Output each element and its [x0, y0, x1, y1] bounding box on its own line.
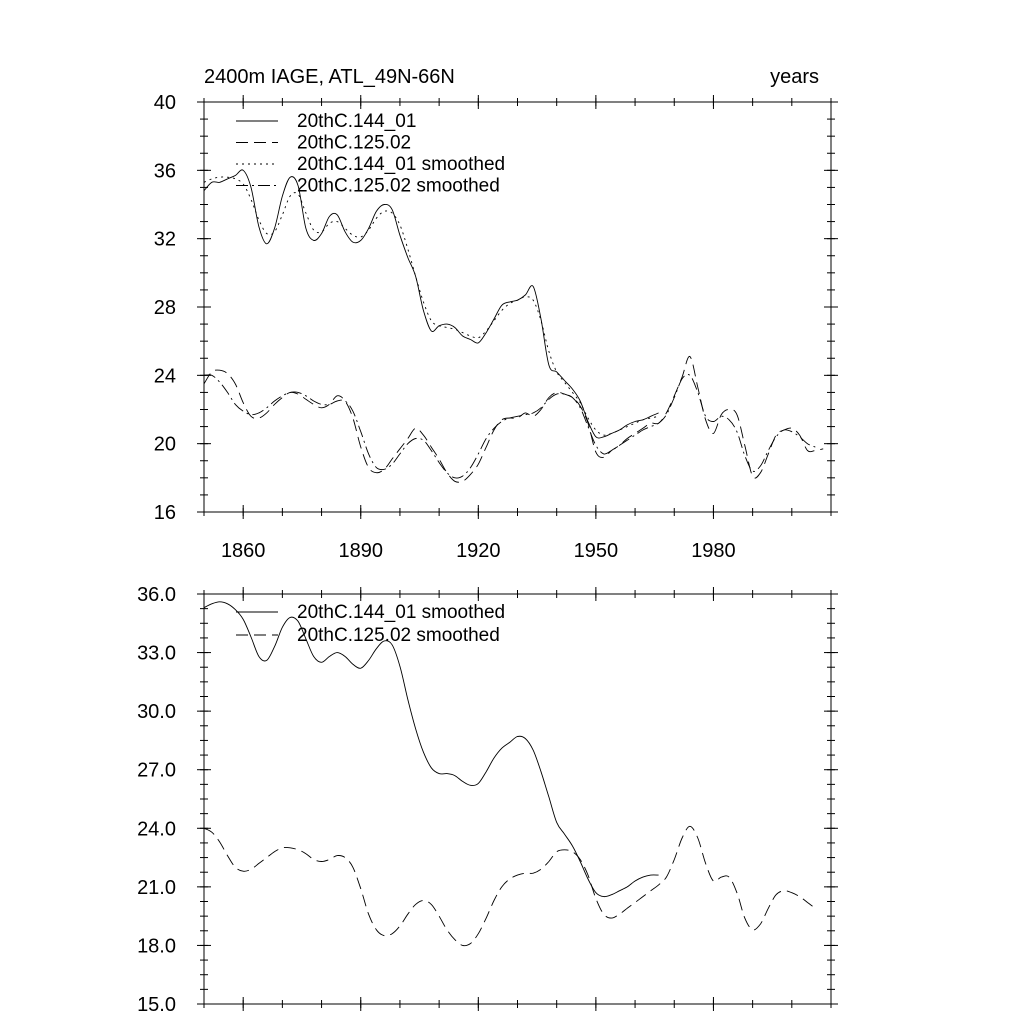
- x-tick-label: 1950: [574, 540, 619, 562]
- lower-chart-panel: 15.0 18.0 21.0 24.0 27.0 30.0 33.0 36.0 20thC.1…: [137, 584, 838, 1016]
- legend-label-4: 20thC.125.02 smoothed: [297, 176, 500, 197]
- series-line-4: [203, 373, 816, 479]
- legend-label-1: 20thC.144_01 smoothed: [297, 602, 505, 623]
- units-label: years: [770, 66, 819, 88]
- y-tick-label: 16: [154, 502, 176, 524]
- axis-ticks: 15.0 18.0 21.0 24.0 27.0 30.0 33.0 36.0: [137, 584, 838, 1016]
- y-tick-label: 36.0: [137, 584, 176, 606]
- y-tick-label: 30.0: [137, 701, 176, 723]
- y-tick-label: 15.0: [137, 994, 176, 1016]
- x-tick-label: 1860: [221, 540, 266, 562]
- series-line-1: [203, 601, 659, 898]
- y-tick-label: 28: [154, 297, 176, 319]
- plot-area-frame: [203, 593, 832, 1005]
- series-line-3: [203, 176, 659, 436]
- upper-chart-panel: 2400m IAGE, ATL_49N-66N years 16 20 24 28 32…: [154, 66, 838, 562]
- y-tick-label: 18.0: [137, 935, 176, 957]
- series-line-1: [203, 169, 659, 439]
- x-tick-label: 1980: [691, 540, 736, 562]
- legend-label-2: 20thC.125.02: [297, 133, 411, 154]
- x-tick-label: 1920: [456, 540, 501, 562]
- y-tick-label: 27.0: [137, 760, 176, 782]
- series-lines: [203, 601, 816, 947]
- y-tick-label: 21.0: [137, 877, 176, 899]
- y-tick-label: 33.0: [137, 643, 176, 665]
- axis-ticks: 16 20 24 28 32 36 40 1860 1890 1920 1950 1980: [154, 92, 838, 562]
- series-line-2: [203, 356, 824, 483]
- y-tick-label: 24.0: [137, 818, 176, 840]
- y-tick-label: 36: [154, 160, 176, 182]
- x-tick-label: 1890: [339, 540, 384, 562]
- y-tick-label: 32: [154, 229, 176, 251]
- chart-title: 2400m IAGE, ATL_49N-66N: [204, 66, 455, 88]
- y-tick-label: 40: [154, 92, 176, 114]
- y-tick-label: 20: [154, 434, 176, 456]
- y-tick-label: 24: [154, 365, 176, 387]
- legend-label-1: 20thC.144_01: [297, 111, 416, 132]
- series-line-2: [203, 825, 816, 947]
- legend-label-3: 20thC.144_01 smoothed: [297, 154, 505, 175]
- legend-label-2: 20thC.125.02 smoothed: [297, 625, 500, 646]
- series-lines: [203, 169, 824, 483]
